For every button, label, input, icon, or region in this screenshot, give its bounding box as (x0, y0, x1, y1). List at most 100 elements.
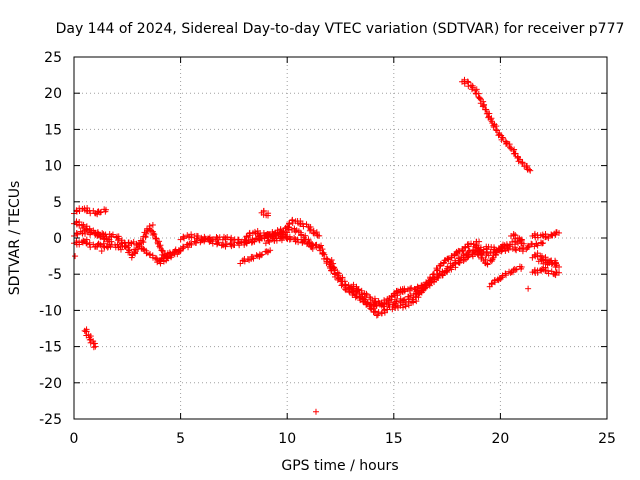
data-point (434, 266, 441, 273)
data-point (188, 241, 195, 248)
data-point (243, 234, 250, 241)
data-point (248, 239, 255, 246)
data-point (473, 86, 480, 93)
data-point (132, 248, 139, 255)
data-point (83, 240, 90, 247)
data-point (147, 251, 154, 258)
data-point (484, 261, 491, 268)
data-point (435, 274, 442, 281)
data-point (149, 232, 156, 239)
data-point (99, 230, 106, 237)
data-point (341, 278, 348, 285)
x-tick-label: 5 (176, 431, 185, 447)
data-point (394, 289, 401, 296)
data-point (482, 106, 489, 113)
data-point (292, 238, 299, 245)
data-point (72, 253, 79, 260)
data-point (375, 309, 382, 316)
data-point (462, 244, 469, 251)
data-point (413, 291, 420, 298)
axes (73, 56, 608, 420)
data-point (540, 260, 547, 267)
data-point (459, 248, 466, 255)
data-point (504, 242, 511, 249)
data-point (556, 263, 563, 270)
data-point (492, 126, 499, 133)
data-point (167, 251, 174, 258)
data-point (97, 233, 104, 240)
data-point (330, 264, 337, 271)
data-point (498, 274, 505, 281)
data-point (132, 250, 139, 257)
data-point (283, 235, 290, 242)
data-point (250, 255, 257, 262)
data-point (526, 243, 533, 250)
data-point (556, 269, 563, 276)
data-point (143, 250, 150, 257)
data-point (222, 243, 229, 250)
data-point (73, 230, 80, 237)
data-point (80, 221, 87, 228)
data-point (83, 226, 90, 233)
data-point (444, 267, 451, 274)
data-point (534, 253, 541, 260)
data-point (353, 291, 360, 298)
data-point (257, 252, 264, 259)
data-point (179, 245, 186, 252)
data-point (380, 303, 387, 310)
data-point (552, 231, 559, 238)
data-point (469, 84, 476, 91)
data-point (320, 250, 327, 257)
y-tick-label: 5 (53, 195, 62, 211)
data-point (139, 237, 146, 244)
data-point (429, 271, 436, 278)
x-axis-label: GPS time / hours (281, 458, 398, 474)
data-point (117, 246, 124, 253)
data-point (159, 255, 166, 262)
data-point (156, 238, 163, 245)
data-point (259, 251, 266, 258)
data-point (401, 296, 408, 303)
data-point (452, 261, 459, 268)
data-point (312, 408, 319, 415)
data-point (520, 245, 527, 252)
x-tick-label: 20 (491, 431, 509, 447)
data-point (245, 237, 252, 244)
data-point (108, 238, 115, 245)
data-point (310, 229, 317, 236)
data-point (163, 252, 170, 259)
data-point (488, 281, 495, 288)
data-point (476, 95, 483, 102)
data-point (493, 249, 500, 256)
data-point (491, 279, 498, 286)
data-point (316, 243, 323, 250)
data-point (513, 247, 520, 254)
data-point (153, 255, 160, 262)
data-point (519, 159, 526, 166)
data-point (406, 287, 413, 294)
data-point (487, 116, 494, 123)
data-point (224, 234, 231, 241)
chart-title: Day 144 of 2024, Sidereal Day-to-day VTE… (56, 21, 625, 37)
data-point (456, 259, 463, 266)
data-point (265, 212, 272, 219)
data-point (228, 234, 235, 241)
data-point (104, 244, 111, 251)
data-point (151, 231, 158, 238)
data-point (149, 221, 156, 228)
data-point (538, 252, 545, 259)
y-tick-label: -15 (39, 340, 62, 356)
data-point (527, 167, 534, 174)
data-point (437, 260, 444, 267)
data-point (552, 272, 559, 279)
data-point (280, 234, 287, 241)
data-point (465, 252, 472, 259)
data-point (241, 258, 248, 265)
data-point (387, 299, 394, 306)
data-point (355, 286, 362, 293)
data-point (520, 240, 527, 247)
y-tick-label: 0 (53, 231, 62, 247)
data-point (373, 312, 380, 319)
data-point (443, 268, 450, 275)
data-point (266, 238, 273, 245)
